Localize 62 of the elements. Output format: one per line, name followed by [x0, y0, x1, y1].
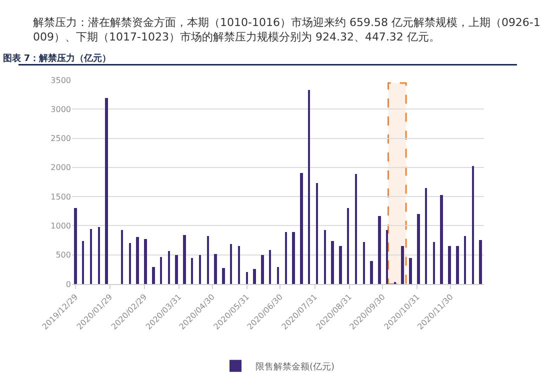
bar	[464, 236, 466, 284]
bar	[90, 229, 92, 284]
bar	[246, 272, 248, 284]
bar	[199, 255, 201, 284]
legend-label: 限售解禁金额(亿元)	[256, 361, 335, 372]
bar	[230, 244, 232, 284]
bar	[222, 268, 225, 284]
bar	[370, 261, 373, 284]
bar	[129, 243, 131, 284]
bar	[144, 239, 147, 284]
bar	[292, 232, 295, 284]
bar	[168, 251, 170, 284]
bar	[261, 255, 264, 284]
bar	[121, 230, 123, 284]
bar	[98, 227, 100, 284]
bar	[331, 241, 334, 284]
bar	[433, 242, 435, 284]
bar	[347, 208, 349, 284]
y-tick-label: 3000	[50, 104, 71, 114]
bar	[386, 230, 388, 284]
bar	[378, 216, 381, 284]
bar	[440, 195, 443, 284]
bar	[316, 183, 318, 284]
bar	[238, 246, 240, 284]
bar	[136, 237, 139, 284]
bar	[82, 241, 84, 284]
bar	[160, 257, 162, 284]
bar	[269, 250, 271, 284]
bar	[253, 269, 256, 284]
bar	[456, 246, 459, 284]
y-tick-label: 2000	[50, 163, 71, 172]
chart-title: 图表 7：解禁压力（亿元）	[2, 53, 112, 64]
bar	[425, 188, 427, 284]
bar	[324, 230, 326, 284]
bar	[409, 258, 412, 284]
bar	[191, 258, 193, 284]
bar	[355, 174, 357, 284]
y-tick-label: 0	[66, 280, 71, 289]
y-tick-label: 3500	[50, 76, 71, 85]
bar	[472, 166, 474, 284]
bar	[401, 246, 404, 284]
bar	[152, 267, 155, 284]
bar	[105, 98, 108, 284]
bar	[339, 246, 342, 284]
bar	[207, 236, 209, 284]
y-tick-label: 2500	[50, 134, 71, 144]
bar	[363, 242, 365, 284]
text: 解禁压力：潜在解禁资金方面，本期（1010-1016）市场迎来约 659.58 亿元解禁规模，上期（0926-1009）、下期（1017-1023）市场的解禁压力规模分别为 924.32、447.32 亿元。	[33, 16, 540, 44]
bar	[300, 173, 303, 284]
bar	[175, 255, 178, 284]
bar	[448, 246, 451, 284]
bar	[285, 232, 287, 284]
y-tick-label: 1000	[50, 222, 71, 231]
y-tick-label: 1500	[50, 192, 71, 202]
bar	[183, 235, 186, 284]
bar	[277, 267, 279, 284]
bar	[417, 214, 420, 284]
bar	[479, 240, 482, 284]
bar	[308, 90, 310, 284]
bar	[214, 254, 217, 284]
bar	[74, 208, 77, 284]
y-tick-label: 500	[56, 250, 71, 260]
